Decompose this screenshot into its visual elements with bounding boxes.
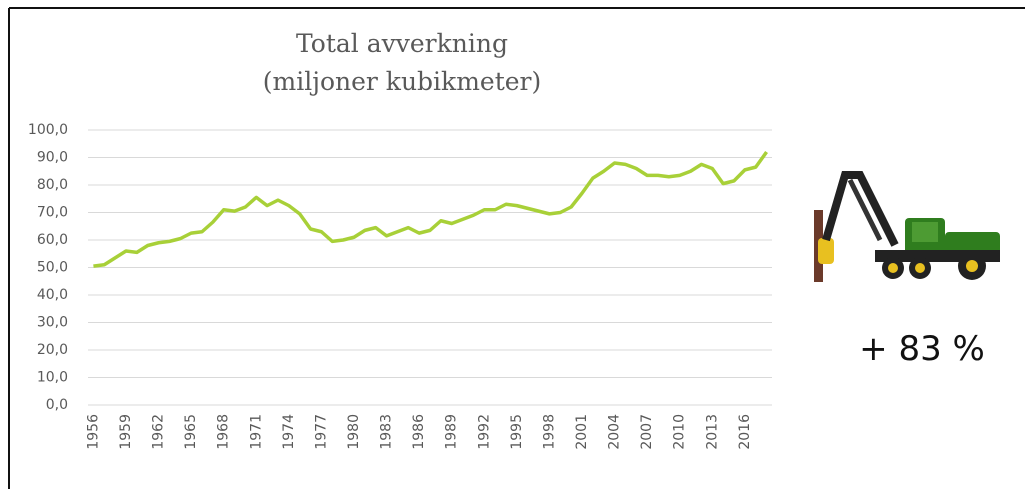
x-tick-label: 1977 <box>313 414 329 450</box>
x-tick-label: 1986 <box>411 414 427 450</box>
x-tick-label: 1965 <box>183 414 199 450</box>
x-tick-label: 2007 <box>639 414 655 450</box>
y-tick-label: 30,0 <box>37 315 68 331</box>
x-tick-label: 2010 <box>672 414 688 450</box>
x-tick-label: 1956 <box>85 414 101 450</box>
x-tick-label: 2001 <box>574 414 590 450</box>
y-tick-label: 100,0 <box>28 122 68 138</box>
x-tick-label: 2004 <box>607 414 623 450</box>
y-tick-label: 60,0 <box>37 232 68 248</box>
chart-title: (miljoner kubikmeter) <box>263 67 542 96</box>
harvester-icon <box>814 171 1000 282</box>
x-tick-label: 1995 <box>509 414 525 450</box>
annotation: + 83 % <box>859 329 985 369</box>
x-tick-label: 1971 <box>248 414 264 450</box>
chart-title: Total avverkning <box>296 29 508 58</box>
y-tick-label: 70,0 <box>37 205 68 221</box>
x-tick-label: 1989 <box>444 414 460 450</box>
line-series <box>93 150 768 268</box>
x-tick-label: 2016 <box>737 414 753 450</box>
x-tick-label: 1992 <box>476 414 492 450</box>
x-tick-label: 1974 <box>281 414 297 450</box>
y-tick-label: 10,0 <box>37 370 68 386</box>
y-tick-label: 0,0 <box>46 397 68 413</box>
x-tick-label: 1980 <box>346 414 362 450</box>
x-tick-label: 1968 <box>216 414 232 450</box>
x-tick-label: 1959 <box>118 414 134 450</box>
y-tick-label: 40,0 <box>37 287 68 303</box>
y-tick-label: 90,0 <box>37 150 68 166</box>
x-tick-label: 2013 <box>704 414 720 450</box>
x-tick-label: 1998 <box>541 414 557 450</box>
y-tick-label: 80,0 <box>37 177 68 193</box>
x-tick-label: 1983 <box>379 414 395 450</box>
x-tick-label: 1962 <box>151 414 167 450</box>
y-tick-label: 50,0 <box>37 260 68 276</box>
y-tick-label: 20,0 <box>37 342 68 358</box>
